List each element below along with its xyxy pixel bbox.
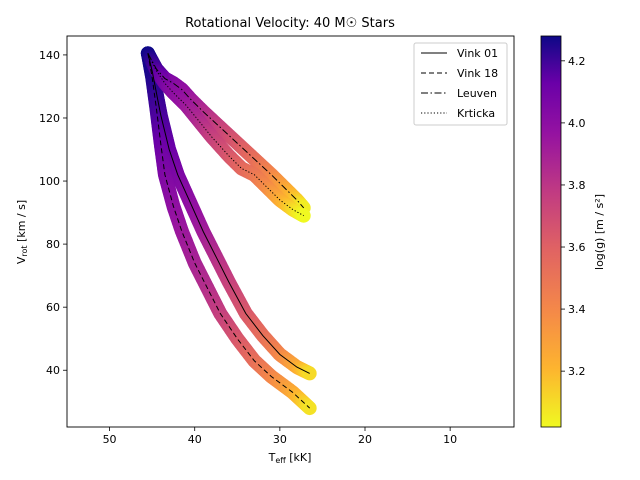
colorbar: 3.2 3.4 3.6 3.8 4.0 4.2 log(g) [m / s²] xyxy=(540,35,606,428)
x-tick-label: 50 xyxy=(103,433,117,446)
legend: Vink 01 Vink 18 Leuven Krticka xyxy=(413,42,508,126)
y-tick-label: 140 xyxy=(39,49,60,62)
colorbar-tick-label: 3.6 xyxy=(568,241,586,254)
colorbar-gradient xyxy=(540,35,562,428)
y-axis-label: Vrot [km / s] xyxy=(15,200,29,264)
y-tick-label: 100 xyxy=(39,175,60,188)
series-line-vink-18 xyxy=(147,53,311,409)
series-line-leuven xyxy=(147,53,305,209)
series-marker xyxy=(296,208,311,223)
series-line-vink-01 xyxy=(147,53,310,374)
y-tick-label: 80 xyxy=(46,238,60,251)
colorbar-tick-label: 4.0 xyxy=(568,117,586,130)
series-line-krticka xyxy=(147,53,304,217)
legend-box xyxy=(413,42,508,126)
y-tick-label: 60 xyxy=(46,301,60,314)
y-tick-label: 40 xyxy=(46,364,60,377)
colorbar-tick-label: 4.2 xyxy=(568,55,586,68)
x-tick-label: 30 xyxy=(273,433,287,446)
x-tick-label: 20 xyxy=(358,433,372,446)
x-tick-label: 10 xyxy=(443,433,457,446)
legend-entry: Krticka xyxy=(457,107,495,120)
series-krticka-track xyxy=(140,46,311,223)
legend-entry: Vink 18 xyxy=(457,67,498,80)
colorbar-tick-label: 3.8 xyxy=(568,179,586,192)
y-tick-label: 120 xyxy=(39,112,60,125)
colorbar-label: log(g) [m / s²] xyxy=(593,194,606,270)
chart-title: Rotational Velocity: 40 M☉ Stars xyxy=(185,16,395,31)
legend-entry: Vink 01 xyxy=(457,47,498,60)
legend-entry: Leuven xyxy=(457,87,497,100)
x-axis-label: Teff [kK] xyxy=(268,451,312,465)
x-tick-label: 40 xyxy=(188,433,202,446)
colorbar-tick-label: 3.4 xyxy=(568,303,586,316)
colorbar-tick-label: 3.2 xyxy=(568,365,586,378)
